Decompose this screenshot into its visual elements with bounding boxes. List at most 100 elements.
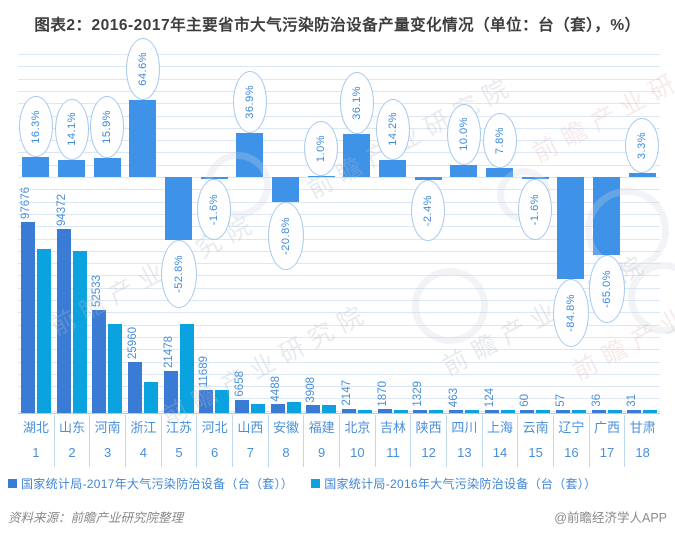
bar-2017 <box>627 410 642 413</box>
chart-title: 图表2：2016-2017年主要省市大气污染防治设备产量变化情况（单位：台（套）… <box>34 17 641 34</box>
bar-2016 <box>72 251 87 413</box>
value-label: 25960 <box>126 327 139 360</box>
bar-2017 <box>377 409 392 413</box>
category-label: 北京 <box>344 420 371 435</box>
bar-2016 <box>500 410 515 413</box>
growth-rate-bar <box>307 175 335 177</box>
value-label: 6658 <box>233 371 246 397</box>
pct-bubble-label: 64.6% <box>136 51 149 86</box>
pct-bubble-label: 3.3% <box>636 131 649 160</box>
gridline <box>18 349 660 351</box>
x-axis-cell: 辽宁 16 <box>553 415 589 467</box>
gridline <box>18 312 660 314</box>
gridline <box>18 177 660 178</box>
bar-2017 <box>448 410 463 413</box>
pct-bubble: 15.9% <box>90 96 125 158</box>
gridline <box>18 213 660 215</box>
pct-bubble-label: 36.1% <box>350 86 363 120</box>
category-rank-label: 4 <box>139 445 147 460</box>
category-label: 山东 <box>59 420 86 435</box>
gridline <box>18 201 660 203</box>
bar-2017 <box>199 390 214 413</box>
x-axis-cell: 山西 7 <box>232 415 268 467</box>
source-note: 资料来源：前瞻产业研究院整理 <box>8 511 184 525</box>
category-label: 广西 <box>594 420 621 435</box>
legend-label: 国家统计局-2017年大气污染防治设备（台（套）） <box>21 477 294 491</box>
bar-2017 <box>520 410 535 413</box>
gridline <box>18 238 660 240</box>
category-label: 河南 <box>94 420 121 435</box>
brand-note: @前瞻经济学人APP <box>554 511 667 525</box>
value-label: 60 <box>519 394 532 407</box>
gridline <box>18 226 660 228</box>
category-rank-label: 13 <box>457 445 472 460</box>
category-label: 福建 <box>308 420 335 435</box>
watermark-logo-circle <box>585 188 669 272</box>
value-label: 463 <box>447 387 460 407</box>
x-axis-baseline <box>18 413 660 414</box>
gridline <box>18 189 660 191</box>
value-label: 1329 <box>412 381 425 407</box>
value-label: 52533 <box>91 275 104 308</box>
bar-2016 <box>429 410 444 413</box>
pct-bubble-label: -2.4% <box>422 195 435 227</box>
gridline <box>18 127 660 129</box>
bar-2016 <box>607 410 622 413</box>
category-label: 云南 <box>522 420 549 435</box>
category-label: 湖北 <box>22 420 49 435</box>
x-axis-cell: 湖北 1 <box>18 415 54 467</box>
pct-bubble: 3.3% <box>625 118 660 173</box>
legend-item: 国家统计局-2017年大气污染防治设备（台（套）） <box>8 475 293 492</box>
bar-2017 <box>591 410 606 413</box>
pct-bubble: -84.8% <box>552 278 589 347</box>
category-rank-label: 15 <box>528 445 543 460</box>
category-rank-label: 6 <box>211 445 219 460</box>
bar-2017 <box>92 310 107 413</box>
bar-2017 <box>127 362 142 413</box>
growth-rate-bar <box>129 99 157 177</box>
growth-rate-bar <box>628 173 656 177</box>
category-label: 安徽 <box>273 420 300 435</box>
gridline <box>18 398 660 400</box>
pct-bubble: -20.8% <box>267 202 304 270</box>
pct-bubble-label: 1.0% <box>315 134 328 162</box>
growth-rate-bar <box>93 157 121 177</box>
category-label: 陕西 <box>415 420 442 435</box>
pct-bubble: -1.6% <box>518 178 553 241</box>
pct-bubble-label: 14.1% <box>65 112 78 147</box>
category-label: 山西 <box>237 420 264 435</box>
x-axis-cell: 山东 2 <box>53 415 90 467</box>
category-rank-label: 14 <box>492 445 508 460</box>
category-label: 四川 <box>451 420 478 435</box>
category-rank-label: 12 <box>421 445 436 460</box>
pct-bubble-label: 36.9% <box>243 85 256 119</box>
growth-rate-bar <box>450 165 478 177</box>
x-axis-cell: 河南 3 <box>89 415 125 467</box>
pct-bubble: 64.6% <box>125 38 160 100</box>
bar-2016 <box>286 401 301 413</box>
gridline <box>18 140 660 142</box>
gridline <box>18 66 660 68</box>
value-label: 3908 <box>305 376 318 403</box>
gridline <box>18 103 660 105</box>
value-label: 57 <box>554 394 567 407</box>
pct-bubble-label: 14.2% <box>386 112 399 147</box>
gridline <box>18 54 660 55</box>
pct-bubble: -1.6% <box>197 178 232 241</box>
gridline <box>18 336 660 338</box>
category-label: 辽宁 <box>558 420 585 435</box>
bar-2016 <box>393 409 408 413</box>
bar-2016 <box>536 410 551 413</box>
x-axis-cell: 福建 9 <box>303 415 339 467</box>
x-axis-cell: 江苏 5 <box>160 415 197 467</box>
gridline <box>18 78 660 80</box>
pct-bubble-label: 16.3% <box>29 109 42 144</box>
category-label: 吉林 <box>380 420 407 435</box>
category-rank-label: 16 <box>564 445 579 460</box>
growth-rate-bar <box>58 160 85 177</box>
category-rank-label: 10 <box>350 445 365 460</box>
watermark-logo-circle <box>628 262 675 334</box>
pct-bubble-label: -84.8% <box>564 293 577 332</box>
category-rank-label: 5 <box>175 445 183 460</box>
bar-2017 <box>163 371 178 413</box>
